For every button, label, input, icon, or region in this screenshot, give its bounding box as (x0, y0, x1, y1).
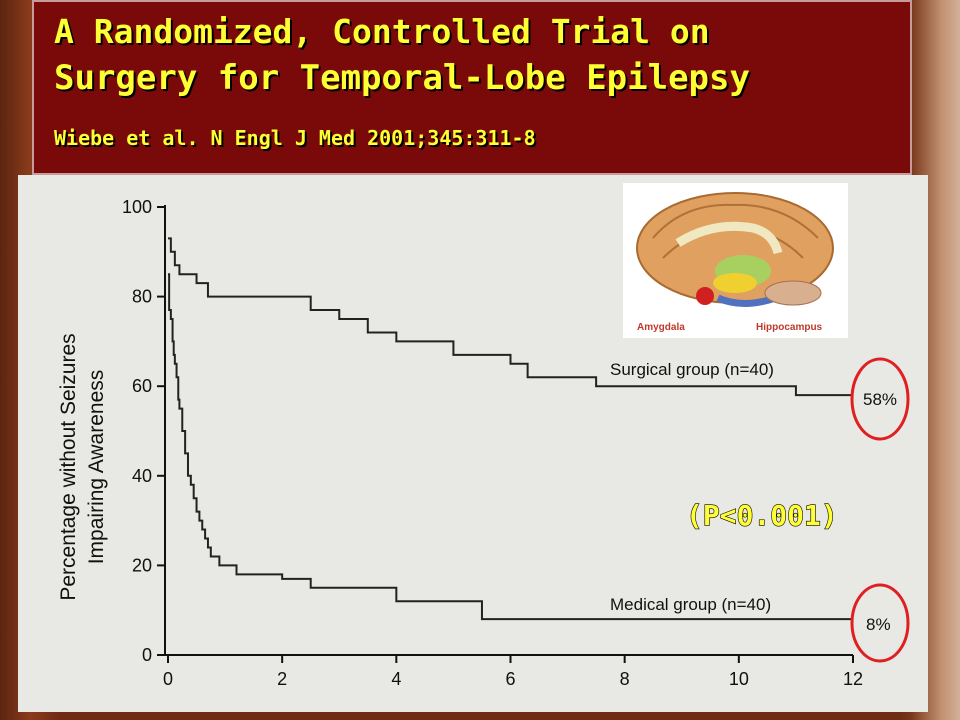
title-box: A Randomized, Controlled Trial on Surger… (32, 0, 912, 175)
axes: 0 20 40 60 80 100 0 2 4 6 8 10 12 (122, 197, 863, 689)
series-layer (168, 237, 853, 621)
slide-title-line1: A Randomized, Controlled Trial on (54, 12, 710, 51)
x-tick-label: 2 (277, 669, 287, 689)
labels-layer: Percentage without Seizures Impairing Aw… (57, 333, 910, 663)
medical-survival-curve (168, 273, 853, 621)
x-tick-label: 6 (505, 669, 515, 689)
amygdala-label: Amygdala (637, 322, 685, 333)
surgical-survival-curve (168, 237, 853, 397)
brain-illustration: Amygdala Hippocampus (623, 183, 848, 338)
chart-panel: 0 20 40 60 80 100 0 2 4 6 8 10 12 Percentage without… (18, 175, 928, 712)
y-tick-label: 40 (132, 466, 152, 486)
citation: Wiebe et al. N Engl J Med 2001;345:311-8 (54, 126, 536, 150)
y-tick-label: 100 (122, 197, 152, 217)
medical-end-label: 8% (866, 615, 891, 634)
surgical-group-label: Surgical group (n=40) (610, 360, 774, 379)
x-tick-label: 12 (843, 669, 863, 689)
km-chart: 0 20 40 60 80 100 0 2 4 6 8 10 12 Percentage without… (57, 183, 910, 689)
x-tick-label: 8 (620, 669, 630, 689)
x-tick-label: 10 (729, 669, 749, 689)
p-value-annotation: (P<0.001) (686, 499, 838, 532)
y-tick-label: 60 (132, 376, 152, 396)
y-tick-label: 80 (132, 287, 152, 307)
y-axis-label-line2: Impairing Awareness (85, 370, 108, 565)
amygdala-shape (696, 287, 714, 305)
slide-title-line2: Surgery for Temporal-Lobe Epilepsy (54, 58, 750, 98)
corpus-callosum (675, 221, 783, 255)
medical-highlight-circle (850, 583, 910, 663)
x-tick-label: 4 (391, 669, 401, 689)
y-axis-label-line1: Percentage without Seizures (57, 333, 80, 600)
x-tick-label: 0 (163, 669, 173, 689)
medical-group-label: Medical group (n=40) (610, 595, 771, 614)
surgical-end-label: 58% (863, 390, 897, 409)
y-tick-label: 20 (132, 555, 152, 575)
surgical-highlight-circle (850, 357, 910, 441)
y-tick-label: 0 (142, 645, 152, 665)
hippocampus-label: Hippocampus (756, 322, 823, 333)
